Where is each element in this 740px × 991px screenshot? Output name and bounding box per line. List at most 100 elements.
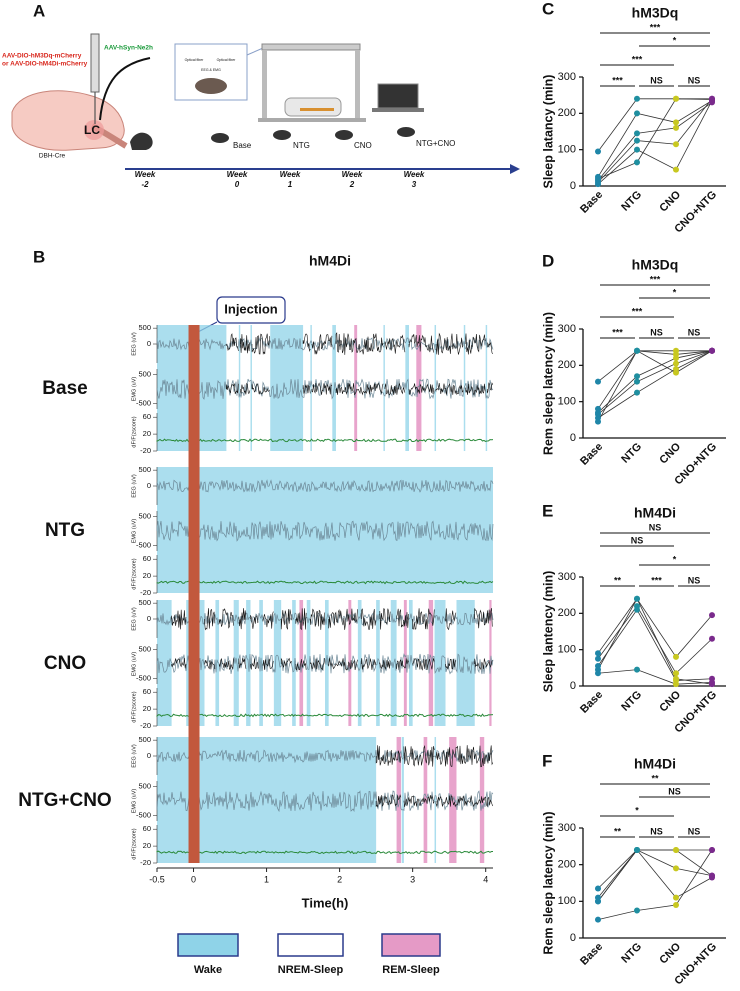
row-label: Base bbox=[42, 378, 87, 399]
trace-axis-label: EMG (uV) bbox=[131, 652, 137, 677]
data-point bbox=[634, 373, 640, 380]
virus-label: AAV-hSyn-Ne2h bbox=[104, 45, 153, 52]
injection-bar bbox=[188, 325, 200, 863]
x-tick-label: 0 bbox=[191, 874, 196, 884]
trace-tick-label: 500 bbox=[138, 465, 151, 474]
week-label: 0 bbox=[235, 180, 240, 189]
rem-epoch bbox=[299, 600, 304, 726]
week-label: Week bbox=[404, 170, 425, 179]
laptop bbox=[377, 83, 419, 109]
wake-epoch bbox=[434, 600, 446, 726]
trace-sleep bbox=[171, 609, 187, 630]
trace-sleep bbox=[445, 608, 457, 631]
trace-tick-label: 60 bbox=[143, 412, 151, 421]
data-point bbox=[673, 124, 679, 131]
wake-epoch bbox=[292, 600, 296, 726]
x-tick-label: NTG bbox=[619, 689, 644, 714]
data-point bbox=[595, 378, 601, 385]
trace-sleep bbox=[361, 658, 377, 670]
trace-axis-label: EMG (uV) bbox=[131, 519, 137, 544]
wake-epoch bbox=[485, 325, 488, 451]
trace-axis-label: EEG (uV) bbox=[131, 744, 137, 768]
wake-epoch bbox=[383, 325, 385, 451]
legend-swatch bbox=[277, 933, 344, 957]
x-tick-label: NTG bbox=[619, 441, 644, 466]
week-label: Week bbox=[227, 170, 248, 179]
data-point bbox=[634, 666, 640, 673]
trace-tick-label: 20 bbox=[143, 704, 151, 713]
trace-axis-label: EMG (uV) bbox=[131, 377, 137, 402]
subject-line bbox=[597, 350, 713, 419]
trace-sleep bbox=[280, 657, 292, 668]
rig-leg bbox=[355, 50, 360, 120]
subject-line bbox=[597, 350, 713, 422]
trace-sleep bbox=[445, 658, 457, 670]
subject-line bbox=[597, 849, 713, 921]
wake-epoch bbox=[306, 600, 311, 726]
trace-sleep bbox=[435, 382, 464, 395]
data-point bbox=[634, 159, 640, 166]
lc-region bbox=[84, 120, 104, 140]
data-point bbox=[709, 96, 715, 103]
data-point bbox=[595, 175, 601, 182]
trace-tick-label: -500 bbox=[136, 540, 151, 549]
trace-sleep bbox=[226, 383, 239, 395]
mouse bbox=[130, 132, 153, 150]
trace-sleep bbox=[251, 383, 270, 395]
trace-sleep bbox=[280, 609, 292, 630]
significance-label: NS bbox=[688, 826, 701, 836]
trace-sleep bbox=[311, 334, 333, 355]
trace-tick-label: 0 bbox=[147, 481, 151, 490]
trace-wake bbox=[156, 749, 494, 764]
row-label: NTG+CNO bbox=[18, 790, 111, 811]
significance-label: *** bbox=[632, 306, 643, 316]
trace-tick-label: -20 bbox=[140, 721, 151, 730]
injection-box bbox=[216, 296, 286, 324]
x-tick-label: Base bbox=[578, 941, 605, 968]
dff-trace bbox=[156, 580, 494, 585]
subject-line bbox=[597, 598, 713, 658]
y-tick-label: 200 bbox=[558, 359, 576, 371]
data-point bbox=[595, 418, 601, 425]
trace-axis-label: dF/F(zscore) bbox=[131, 828, 137, 859]
trace-sleep bbox=[171, 657, 187, 669]
trace-sleep bbox=[474, 608, 493, 629]
panel-letter: C bbox=[542, 0, 554, 18]
trace-wake bbox=[156, 790, 494, 813]
significance-label: *** bbox=[632, 54, 643, 64]
data-point bbox=[709, 347, 715, 354]
subject-line bbox=[597, 669, 713, 685]
chart-title: hM3Dq bbox=[632, 5, 679, 21]
y-tick-label: 100 bbox=[558, 396, 576, 408]
subject-line bbox=[597, 849, 713, 898]
trace-sleep bbox=[310, 608, 326, 630]
y-axis-label: Rem sleep latency (min) bbox=[541, 811, 555, 954]
subject-line bbox=[597, 350, 712, 382]
trace-wake bbox=[156, 520, 494, 542]
trace-tick-label: -20 bbox=[140, 858, 151, 867]
trace-sleep bbox=[295, 659, 307, 671]
y-tick-label: 100 bbox=[558, 144, 576, 156]
significance-label: *** bbox=[651, 575, 662, 585]
wake-epoch bbox=[215, 600, 220, 726]
week-label: 3 bbox=[412, 180, 417, 189]
wake-epoch bbox=[157, 600, 172, 726]
rem-epoch bbox=[416, 325, 422, 451]
trace-sleep bbox=[396, 608, 409, 628]
data-point bbox=[673, 119, 679, 126]
trace-sleep bbox=[240, 334, 251, 354]
trace-axis-label: EEG (uV) bbox=[131, 474, 137, 498]
data-point bbox=[595, 148, 601, 155]
y-tick-label: 0 bbox=[570, 680, 576, 692]
subject-line bbox=[597, 350, 713, 413]
data-point bbox=[634, 595, 640, 602]
trace-wake bbox=[156, 479, 494, 493]
panel-letter: B bbox=[33, 247, 45, 266]
data-point bbox=[673, 681, 679, 688]
significance-label: *** bbox=[612, 75, 623, 85]
chart-title: hM4Di bbox=[634, 505, 676, 521]
x-tick-label: NTG bbox=[619, 941, 644, 966]
trace-tick-label: 0 bbox=[147, 614, 151, 623]
trace-tick-label: -20 bbox=[140, 588, 151, 597]
wake-epoch bbox=[434, 325, 437, 451]
